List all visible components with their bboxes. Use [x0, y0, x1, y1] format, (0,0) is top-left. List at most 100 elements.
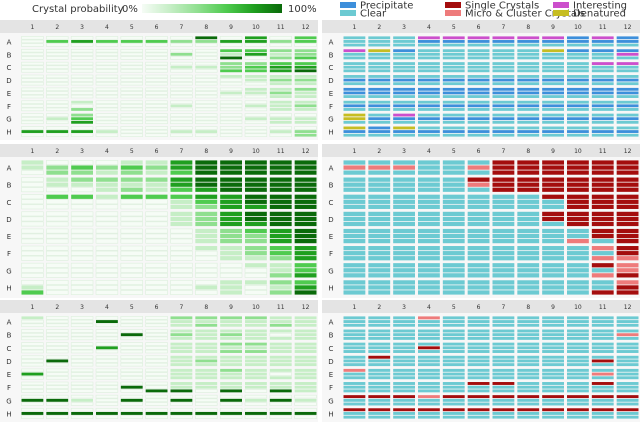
drop — [195, 290, 218, 295]
drop — [343, 62, 366, 65]
drop — [244, 402, 268, 406]
drop — [96, 182, 118, 187]
drop — [343, 238, 366, 244]
drop — [120, 407, 143, 412]
drop — [245, 323, 267, 327]
drop — [245, 398, 267, 402]
drop — [195, 204, 218, 209]
drop — [467, 336, 490, 340]
drop — [21, 398, 44, 402]
drop — [269, 36, 292, 40]
drop — [616, 56, 639, 60]
row-label: B — [7, 51, 12, 59]
drop — [145, 48, 168, 53]
drop — [220, 382, 242, 385]
drop — [442, 263, 465, 268]
drop — [343, 342, 366, 346]
drop — [442, 372, 465, 376]
drop — [467, 402, 490, 406]
row-label: E — [329, 90, 333, 98]
drop — [393, 69, 415, 73]
drop — [220, 228, 242, 234]
drop — [46, 323, 69, 328]
drop — [542, 126, 564, 130]
drop — [567, 246, 589, 251]
gradient-bar — [142, 4, 282, 13]
column-label: 1 — [31, 148, 35, 155]
drop — [120, 78, 143, 82]
drop — [70, 267, 94, 273]
drop — [294, 216, 317, 222]
drop — [567, 368, 589, 372]
drop — [294, 372, 317, 376]
drop — [616, 346, 639, 350]
drop — [70, 255, 94, 261]
drop — [145, 126, 168, 130]
drop — [170, 407, 193, 412]
column-label: 7 — [180, 304, 184, 311]
drop — [591, 52, 614, 56]
drop — [269, 285, 292, 290]
drop — [245, 78, 267, 82]
drop — [517, 199, 540, 204]
drop — [467, 359, 490, 363]
legend-swatch — [445, 2, 461, 8]
column-label: 5 — [452, 304, 456, 311]
drop — [21, 56, 44, 60]
drop — [145, 355, 168, 359]
drop — [145, 372, 168, 376]
drop — [517, 273, 540, 278]
drop — [145, 100, 168, 104]
drop — [244, 394, 268, 399]
drop — [269, 368, 292, 372]
drop — [517, 333, 540, 337]
drop — [170, 221, 193, 227]
drop — [442, 363, 465, 367]
drop — [492, 108, 515, 111]
drop — [467, 368, 490, 372]
drop — [418, 346, 440, 350]
drop — [492, 56, 515, 60]
drop — [245, 177, 267, 182]
drop — [368, 216, 391, 222]
drop — [21, 279, 44, 285]
drop — [542, 320, 564, 324]
drop — [442, 40, 465, 43]
drop — [21, 187, 44, 193]
drop — [517, 359, 540, 363]
drop — [95, 100, 119, 104]
drop — [368, 165, 391, 170]
header-bar — [0, 144, 318, 157]
drop — [294, 104, 317, 108]
drop — [616, 336, 639, 340]
drop — [616, 133, 639, 137]
drop — [567, 333, 589, 337]
drop — [393, 221, 415, 227]
drop — [492, 211, 515, 217]
drop — [70, 372, 94, 376]
drop — [616, 177, 639, 182]
drop — [467, 342, 490, 346]
drop — [393, 408, 415, 412]
drop — [21, 126, 44, 130]
drop — [195, 65, 218, 69]
drop — [95, 199, 119, 205]
drop — [120, 245, 143, 251]
drop — [343, 133, 366, 137]
drop — [418, 75, 440, 78]
drop — [492, 160, 515, 165]
drop — [71, 170, 93, 175]
drop — [567, 251, 589, 256]
drop — [442, 359, 465, 363]
drop — [70, 381, 94, 386]
drop — [95, 36, 119, 40]
drop — [567, 113, 589, 117]
drop — [70, 290, 94, 295]
drop — [567, 323, 589, 327]
drop — [591, 187, 614, 192]
drop — [95, 368, 119, 373]
row-label: A — [329, 165, 334, 173]
drop — [393, 389, 415, 393]
drop — [219, 104, 243, 108]
column-label: 2 — [55, 148, 59, 155]
